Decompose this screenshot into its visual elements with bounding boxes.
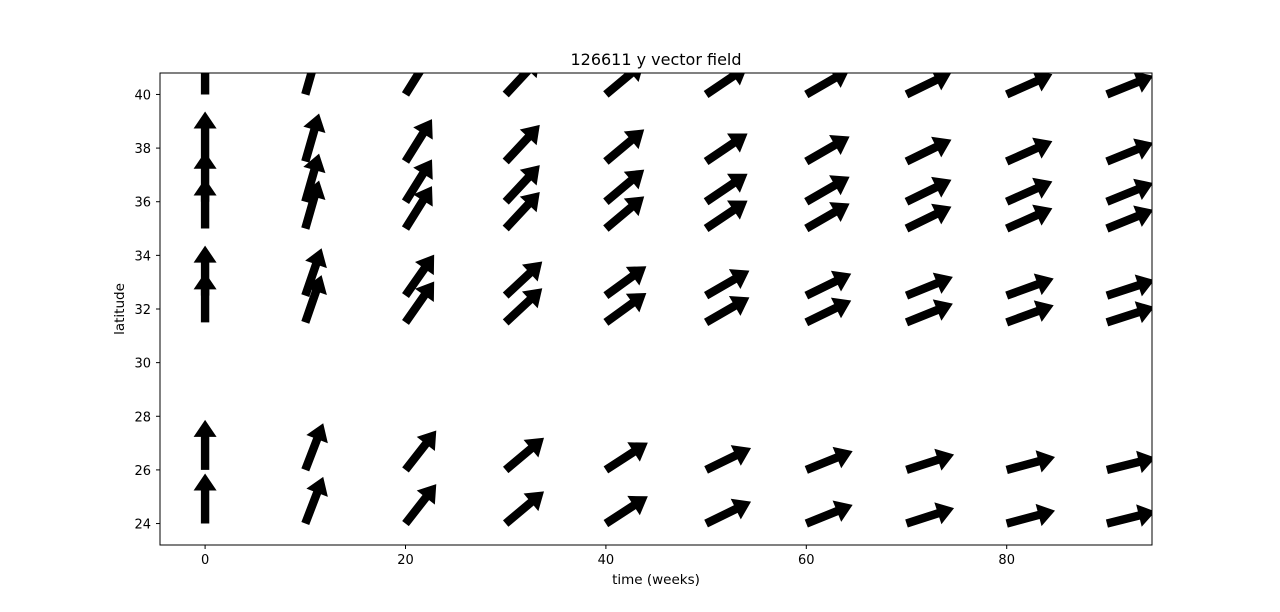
- vector-arrow: [401, 159, 433, 204]
- vector-arrow: [603, 169, 645, 205]
- vector-arrow: [502, 124, 540, 165]
- vector-arrow: [1005, 177, 1053, 206]
- vector-arrow: [905, 502, 955, 528]
- vector-arrow: [904, 176, 952, 206]
- y-tick-label: 30: [134, 357, 151, 372]
- x-axis-label: time (weeks): [612, 572, 700, 588]
- vector-arrow: [703, 133, 748, 165]
- y-tick-label: 34: [134, 249, 151, 264]
- vector-arrow: [804, 297, 852, 327]
- vector-arrow: [904, 272, 953, 300]
- vector-arrow: [301, 423, 328, 472]
- vector-arrow: [401, 119, 433, 164]
- vector-arrow: [402, 430, 437, 473]
- vector-arrow: [193, 178, 217, 229]
- vector-arrow: [1005, 137, 1053, 166]
- y-axis-label: latitude: [112, 283, 128, 335]
- vector-arrow: [402, 281, 435, 325]
- vector-arrow: [1105, 504, 1152, 528]
- vector-arrow: [502, 288, 543, 326]
- vector-arrow: [1105, 73, 1152, 99]
- vector-arrow: [1105, 274, 1152, 300]
- vector-arrow: [502, 73, 538, 98]
- vector-arrow: [503, 491, 544, 527]
- vector-arrow: [1105, 450, 1152, 474]
- y-tick-label: 32: [134, 303, 151, 318]
- vector-arrow: [502, 165, 540, 205]
- vector-arrow: [804, 73, 848, 99]
- vector-arrow: [301, 476, 328, 526]
- vector-arrow: [401, 73, 424, 97]
- x-tick-label: 0: [201, 553, 209, 568]
- vector-arrow: [193, 245, 217, 296]
- vector-arrow: [1005, 73, 1053, 99]
- vector-arrow: [193, 473, 217, 524]
- vector-arrow: [301, 113, 326, 163]
- vector-arrow: [1105, 301, 1152, 327]
- x-tick-label: 60: [798, 553, 815, 568]
- chart-title: 126611 y vector field: [570, 50, 741, 69]
- y-tick-label: 24: [134, 518, 151, 533]
- vector-arrow: [603, 266, 647, 299]
- x-tick-label: 40: [598, 553, 615, 568]
- x-axis: 0 20 40 60 80: [201, 545, 1015, 568]
- vector-arrow: [1105, 138, 1152, 166]
- vector-arrow: [603, 442, 648, 474]
- vector-arrow: [704, 498, 752, 528]
- y-tick-label: 28: [134, 410, 151, 425]
- vector-arrow: [401, 186, 433, 231]
- vector-arrow: [301, 73, 316, 96]
- vector-arrow: [193, 272, 217, 323]
- vector-arrow: [193, 151, 217, 202]
- vector-arrow: [704, 269, 750, 300]
- vector-arrow: [804, 446, 853, 474]
- vector-arrow: [804, 202, 850, 233]
- vector-arrow: [1005, 450, 1055, 474]
- vector-arrow: [804, 270, 852, 300]
- vector-arrow: [502, 191, 540, 232]
- vector-arrow: [503, 437, 544, 474]
- vector-arrow: [904, 73, 952, 99]
- vector-arrow: [301, 153, 326, 203]
- vector-arrow: [703, 173, 748, 206]
- vector-arrow: [704, 445, 752, 474]
- vector-arrow: [1005, 300, 1054, 327]
- vector-arrow: [603, 196, 645, 232]
- vector-arrow: [603, 293, 647, 326]
- vector-arrow: [905, 448, 955, 474]
- vector-arrow: [904, 203, 952, 233]
- vector-arrow: [1005, 273, 1054, 300]
- vector-arrow: [804, 500, 853, 528]
- x-tick-label: 80: [998, 553, 1015, 568]
- vector-arrow: [603, 73, 642, 98]
- vector-arrow: [603, 495, 648, 528]
- vector-arrow: [1105, 178, 1152, 206]
- vector-arrow: [904, 136, 952, 166]
- vector-arrow: [301, 248, 327, 297]
- vector-arrow: [703, 73, 745, 98]
- vector-arrow: [1005, 503, 1055, 528]
- vector-arrow: [804, 135, 850, 166]
- vector-arrow: [402, 254, 435, 298]
- vector-arrow: [1105, 205, 1152, 233]
- vector-arrow: [703, 200, 748, 233]
- y-tick-label: 26: [134, 464, 151, 479]
- vector-arrow: [704, 295, 750, 327]
- arrow-layer: [193, 73, 1152, 528]
- vector-arrow: [603, 129, 645, 165]
- vector-arrow: [200, 73, 210, 95]
- vector-arrow: [502, 261, 543, 299]
- vector-arrow: [1005, 204, 1053, 233]
- y-axis: 24 26 28 30 32 34 36 38 40: [134, 88, 160, 533]
- vector-arrow: [904, 299, 953, 327]
- y-tick-label: 38: [134, 142, 151, 157]
- vector-arrow: [804, 175, 850, 206]
- vector-arrow: [402, 484, 437, 527]
- vector-arrow: [193, 419, 217, 470]
- y-tick-label: 36: [134, 196, 151, 211]
- y-tick-label: 40: [134, 88, 151, 103]
- vector-arrow: [193, 111, 217, 162]
- x-tick-label: 20: [397, 553, 414, 568]
